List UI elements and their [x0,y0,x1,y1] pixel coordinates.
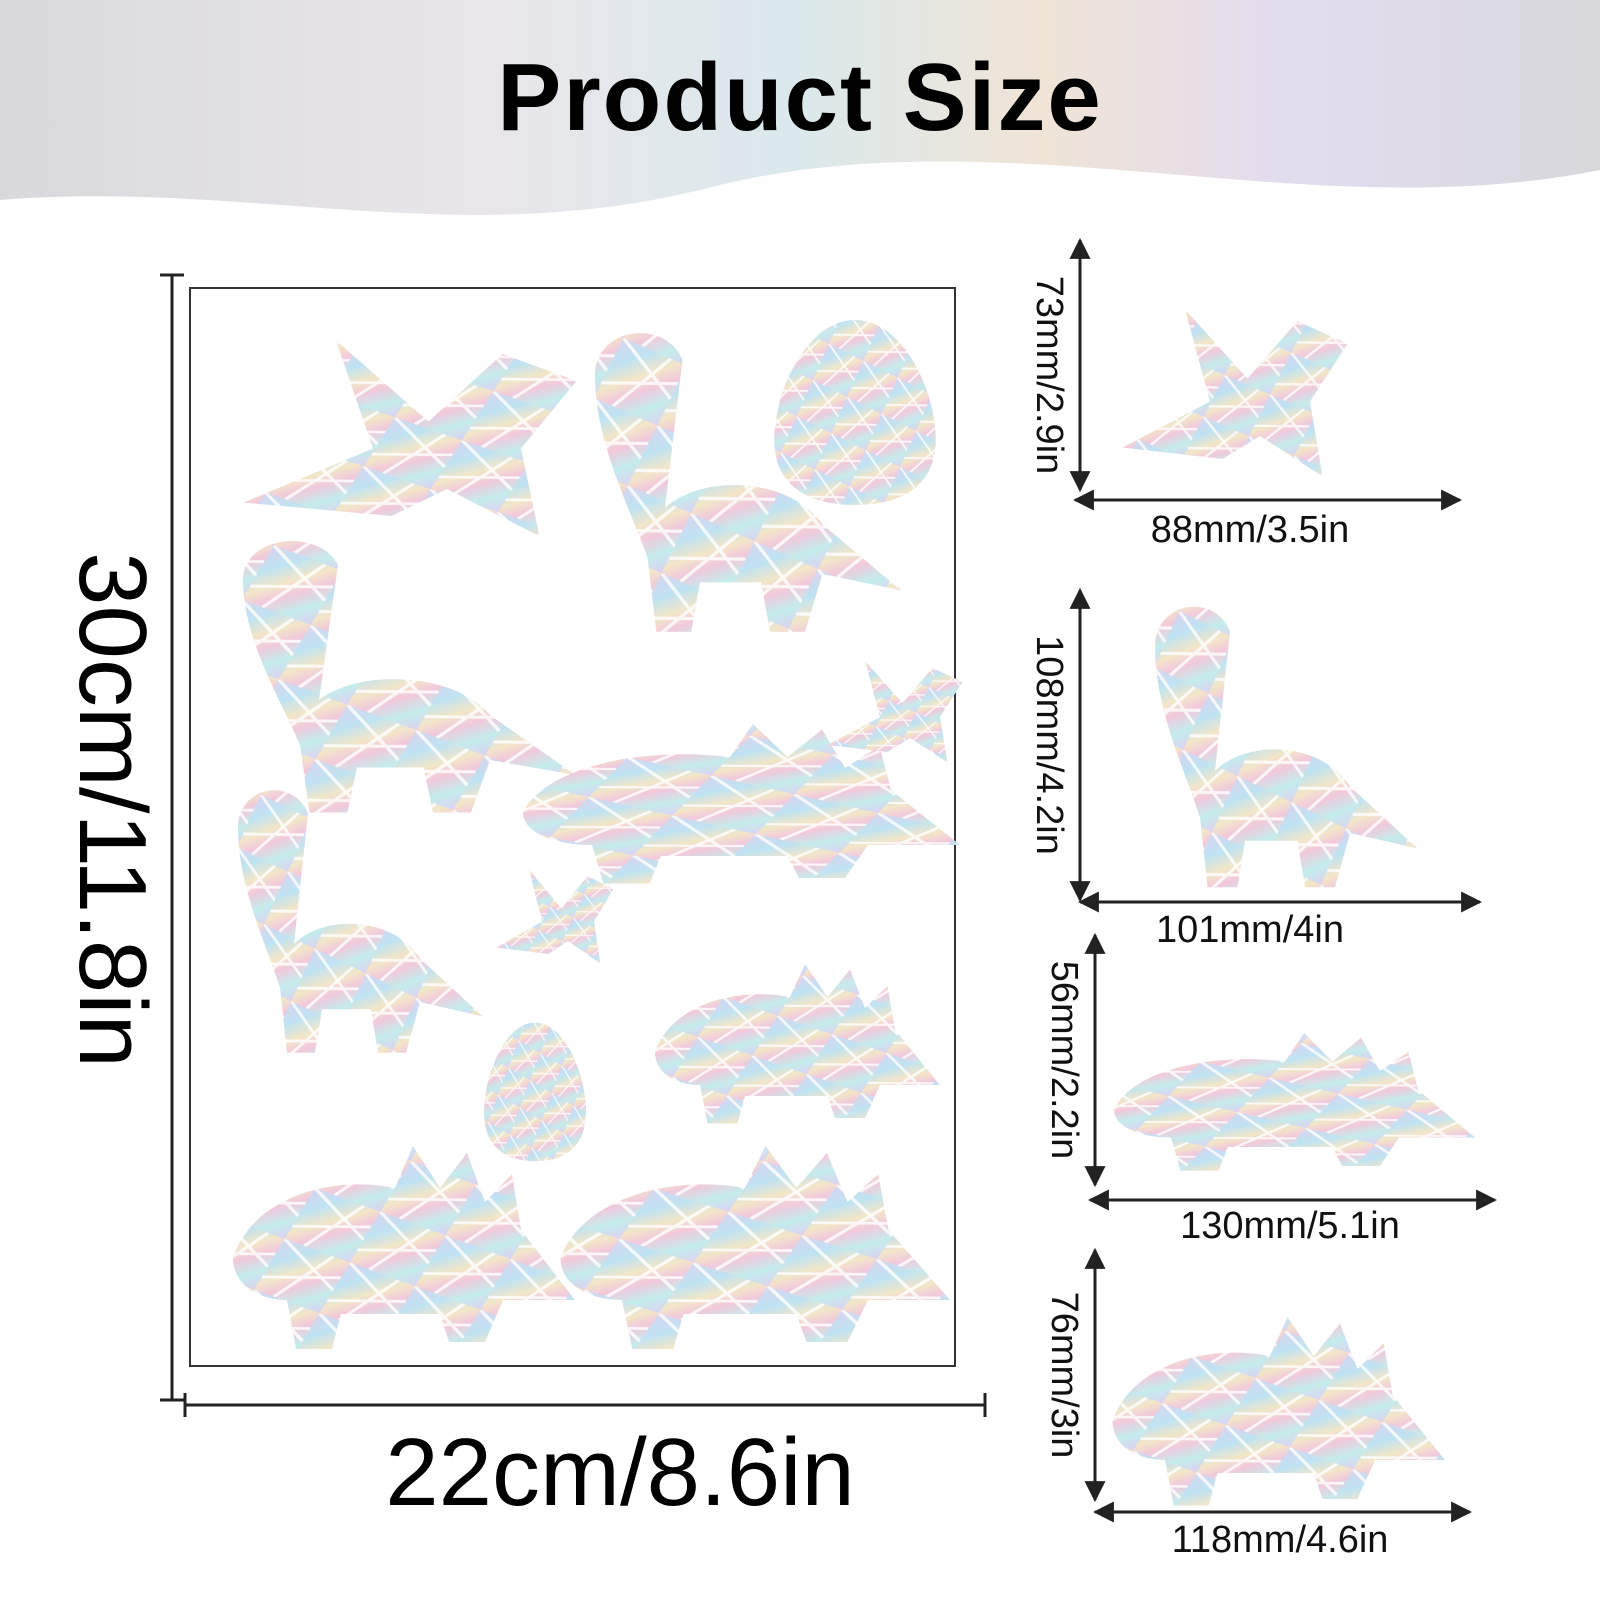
width-label: 88mm/3.5in [1151,509,1350,551]
sticker [1112,1317,1445,1506]
width-label: 118mm/4.6in [1172,1519,1389,1561]
sticker [1122,309,1348,477]
sticker [1155,606,1418,888]
height-label: 76mm/3in [1043,1292,1085,1459]
sheet-height-dimension [160,273,184,1402]
height-label: 56mm/2.2in [1043,961,1085,1160]
sheet-width-label: 22cm/8.6in [385,1419,855,1526]
height-label: 108mm/4.2in [1028,635,1070,855]
title: Product Size [497,44,1102,151]
header-wave [0,0,1600,215]
width-label: 101mm/4in [1156,909,1344,951]
sheet-height-label: 30cm/11.8in [59,552,166,1068]
height-label: 73mm/2.9in [1028,276,1070,475]
width-label: 130mm/5.1in [1180,1205,1400,1247]
sticker [1114,1033,1475,1171]
sheet-width-dimension [183,1393,987,1417]
